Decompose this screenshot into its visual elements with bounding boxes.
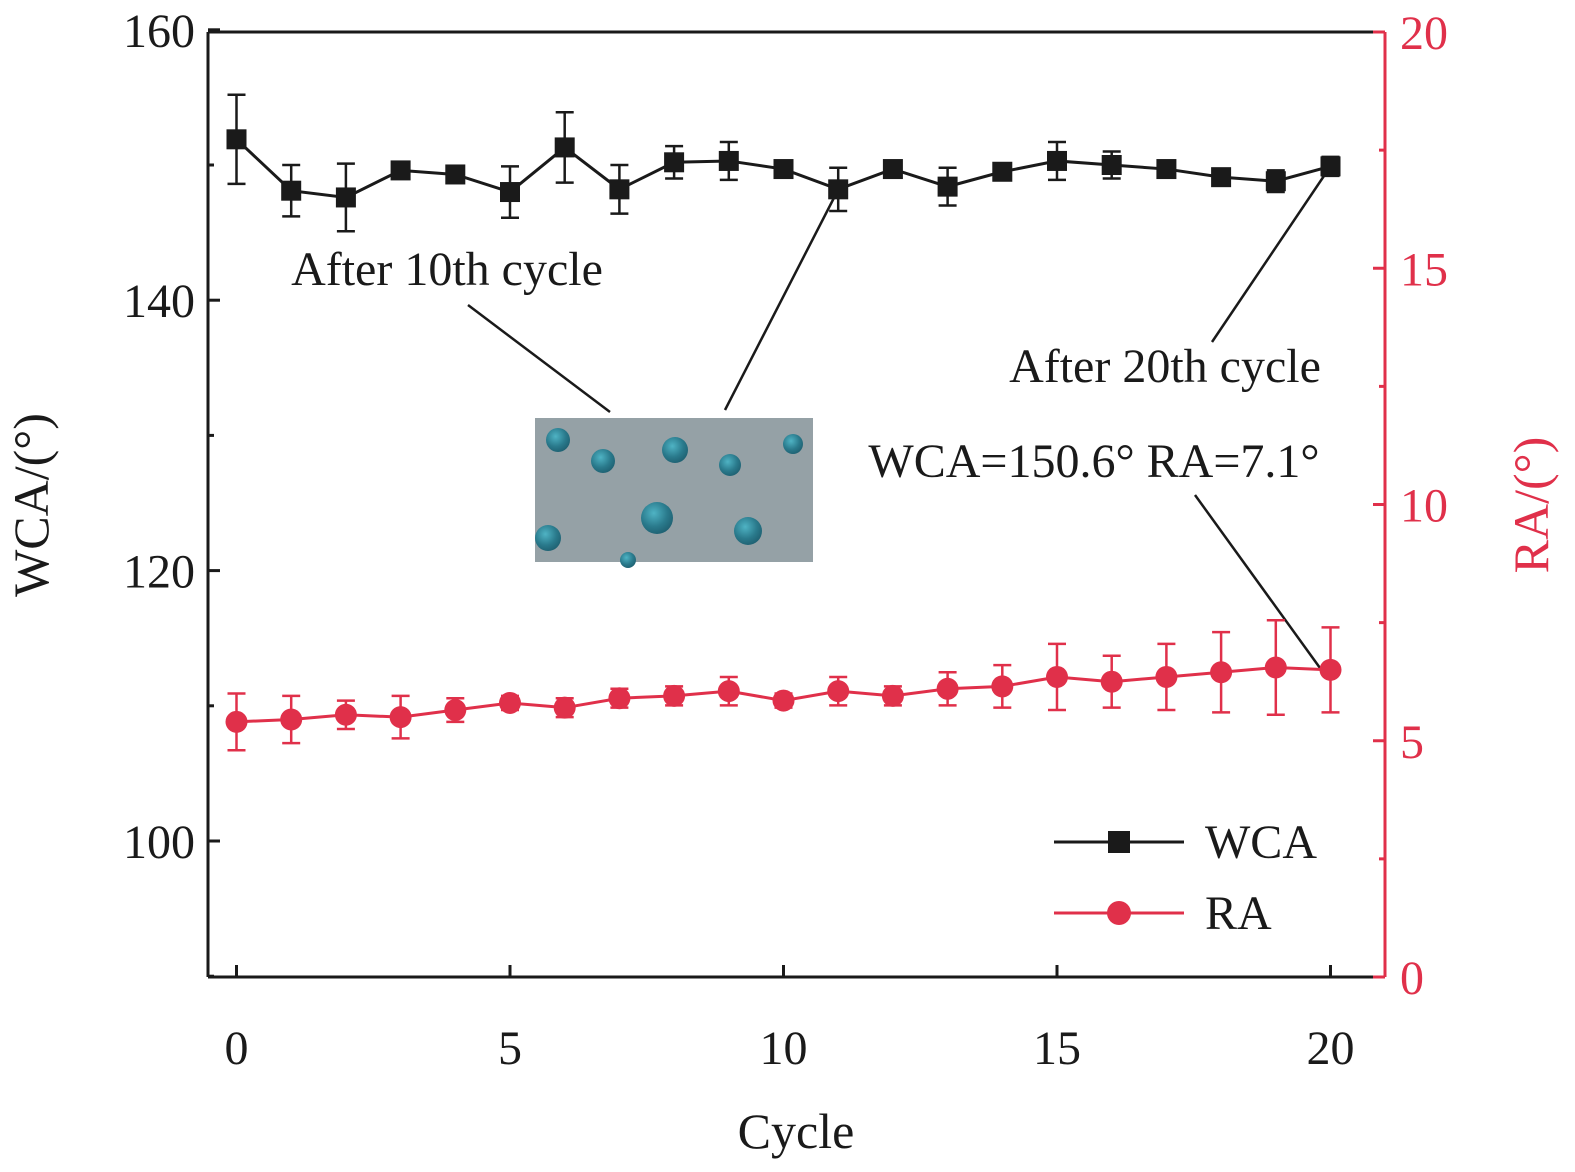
ra-point [881,684,904,707]
annotation-after-10th: After 10th cycle [291,243,603,296]
ra-point [991,675,1014,698]
ra-point [499,691,521,714]
ra-point [444,699,467,722]
ra-point [1319,658,1342,681]
y-left-axis-title: WCA/(°) [3,413,59,597]
leader-line-10th-left [467,304,611,413]
water-droplet [783,434,803,454]
wca-point [609,179,630,200]
ra-point [334,703,357,726]
wca-point [992,161,1013,182]
wca-point [937,176,958,197]
wca-point [1211,167,1232,188]
wca-point [1047,150,1067,171]
annotation-measurement: WCA=150.6° RA=7.1° [868,435,1319,488]
wca-point [335,187,356,208]
wca-point [226,129,247,150]
leader-line-20th-point [1210,166,1332,343]
ra-point [936,677,959,700]
y-right-tick-label: 5 [1400,716,1424,769]
ra-point [1210,661,1233,684]
legend-ra-marker [1107,901,1131,925]
wca-point [828,179,849,200]
y-right-axis-title: RA/(°) [1503,437,1559,574]
tick-layer [208,28,1385,979]
water-droplet [641,502,673,534]
wca-point [1156,159,1177,180]
wca-point [1101,155,1122,175]
series-layer [225,93,1342,752]
wca-point [281,180,302,201]
wca-point [1320,156,1341,177]
wca-point [882,159,903,180]
legend: WCA RA [1054,816,1317,940]
ra-point [1155,665,1178,688]
x-tick-label: 0 [225,1022,249,1075]
wca-point [773,159,794,180]
y-right-tick-label: 15 [1400,243,1448,296]
wca-point [1265,171,1286,192]
wca-point [445,164,466,185]
y-right-tick-label: 0 [1400,952,1424,1005]
ra-point [1100,670,1123,693]
ra-point [280,708,303,731]
water-droplet [719,454,741,476]
x-tick-label: 15 [1033,1022,1081,1075]
wca-point [718,150,739,171]
y-left-tick-label: 100 [123,816,195,869]
annotation-after-20th: After 20th cycle [1009,340,1321,393]
water-droplet [662,437,688,463]
legend-wca-marker [1108,831,1130,853]
wca-point [500,182,520,203]
ra-point [717,680,740,703]
ra-point [1046,665,1068,688]
y-left-tick-label: 140 [123,275,195,328]
water-droplet [535,525,561,551]
leader-line-ra-point [1193,494,1322,669]
ra-point [1264,656,1287,679]
x-tick-label: 5 [498,1022,522,1075]
water-droplet [546,428,570,452]
x-tick-label: 10 [760,1022,808,1075]
ra-point [608,687,631,710]
inset-photo [535,418,813,568]
ra-point [663,684,686,707]
legend-wca-label: WCA [1205,816,1317,869]
ra-point [553,696,576,719]
ra-point [772,689,795,712]
label-layer: 0 5 10 15 20 100 120 140 160 0 5 10 15 20 [123,5,1448,1075]
ra-point [225,710,248,733]
y-right-tick-label: 20 [1400,7,1448,60]
x-axis-title: Cycle [738,1103,855,1159]
water-droplet [591,449,615,473]
y-left-tick-label: 160 [123,5,195,58]
wca-point [390,160,411,181]
wca-point [554,137,575,158]
x-tick-label: 20 [1307,1022,1355,1075]
legend-ra-label: RA [1205,887,1272,940]
water-droplet [620,552,636,568]
ra-point [827,680,850,703]
wca-point [664,152,685,173]
leader-line-10th-point [723,189,840,411]
water-droplet [734,517,762,545]
y-right-tick-label: 10 [1400,480,1448,533]
ra-point [389,706,412,729]
y-left-tick-label: 120 [123,546,195,599]
